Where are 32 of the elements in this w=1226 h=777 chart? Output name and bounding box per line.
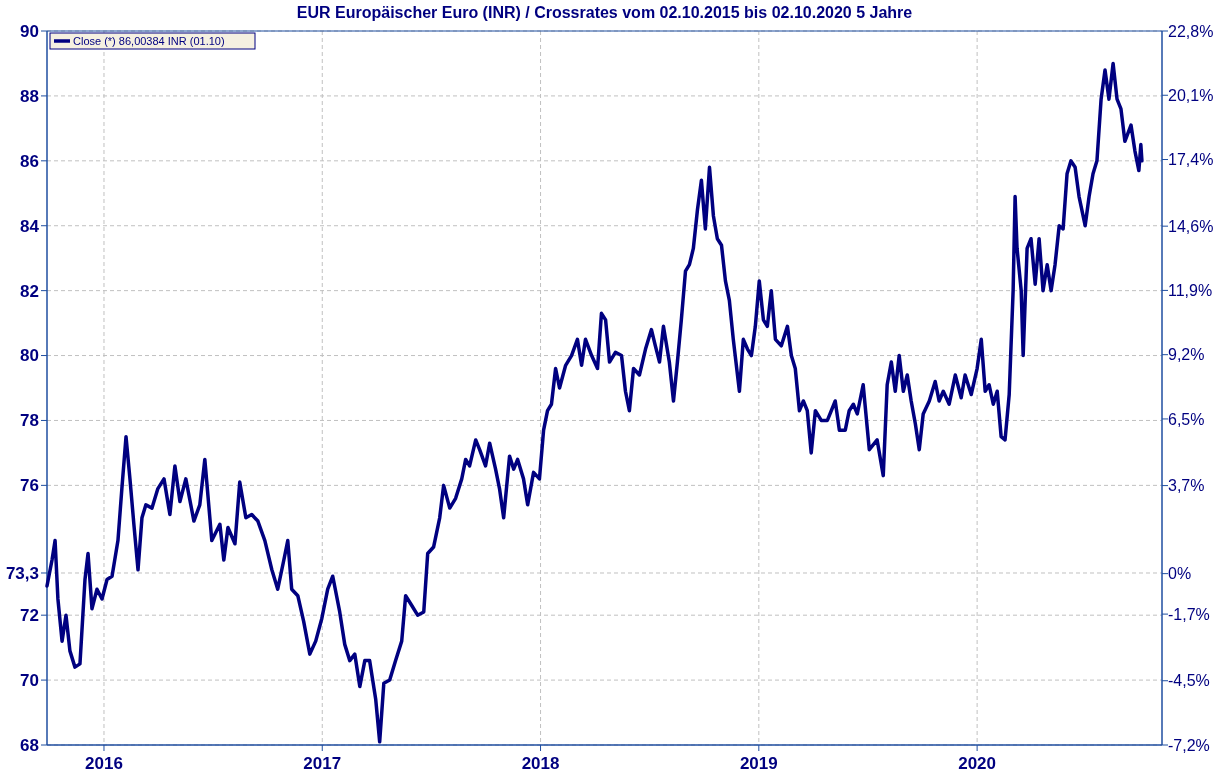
y-tick-label: 76 [20, 476, 39, 496]
x-tick-label: 2020 [958, 754, 997, 773]
line-series [45, 61, 1144, 744]
y-tick-label: 84 [20, 216, 40, 236]
x-tick-label: 2017 [303, 754, 342, 773]
y2-tick-label: 17,4% [1168, 151, 1214, 169]
x-tick-label: 2016 [85, 754, 123, 773]
y2-tick-label: 9,2% [1168, 346, 1205, 364]
x-tick-label: 2018 [521, 754, 560, 773]
y-tick-label: 73,3 [5, 563, 39, 583]
y2-tick-label: 3,7% [1168, 477, 1205, 495]
y2-tick-label: -4,5% [1168, 672, 1210, 690]
y2-tick-label: 6,5% [1168, 410, 1205, 428]
legend-label: Close (*) 86,00384 INR (01.10) [73, 34, 225, 47]
y2-tick-label: 20,1% [1168, 86, 1214, 104]
y-tick-label: 88 [20, 86, 39, 106]
chart-title: EUR Europäischer Euro (INR) / Crossrates vom 02.10.2015 bis 02.10.2020 5 Jahre [296, 4, 913, 21]
x-tick-label: 2019 [739, 754, 778, 773]
y-tick-label: 72 [20, 606, 39, 626]
y-tick-label: 78 [20, 411, 39, 431]
y-tick-label: 82 [20, 281, 39, 301]
y2-tick-label: 22,8% [1168, 22, 1214, 40]
y-tick-label: 86 [20, 151, 39, 171]
y-tick-label: 68 [20, 735, 39, 755]
y-tick-label: 90 [20, 21, 39, 41]
y2-tick-label: -7,2% [1168, 736, 1210, 754]
y-tick-label: 80 [20, 346, 39, 366]
y2-tick-label: 11,9% [1168, 282, 1213, 300]
y2-tick-label: 14,6% [1168, 217, 1214, 235]
y2-tick-label: 0% [1168, 565, 1192, 583]
y-tick-label: 70 [20, 671, 39, 691]
y2-tick-label: -1,7% [1168, 605, 1210, 623]
